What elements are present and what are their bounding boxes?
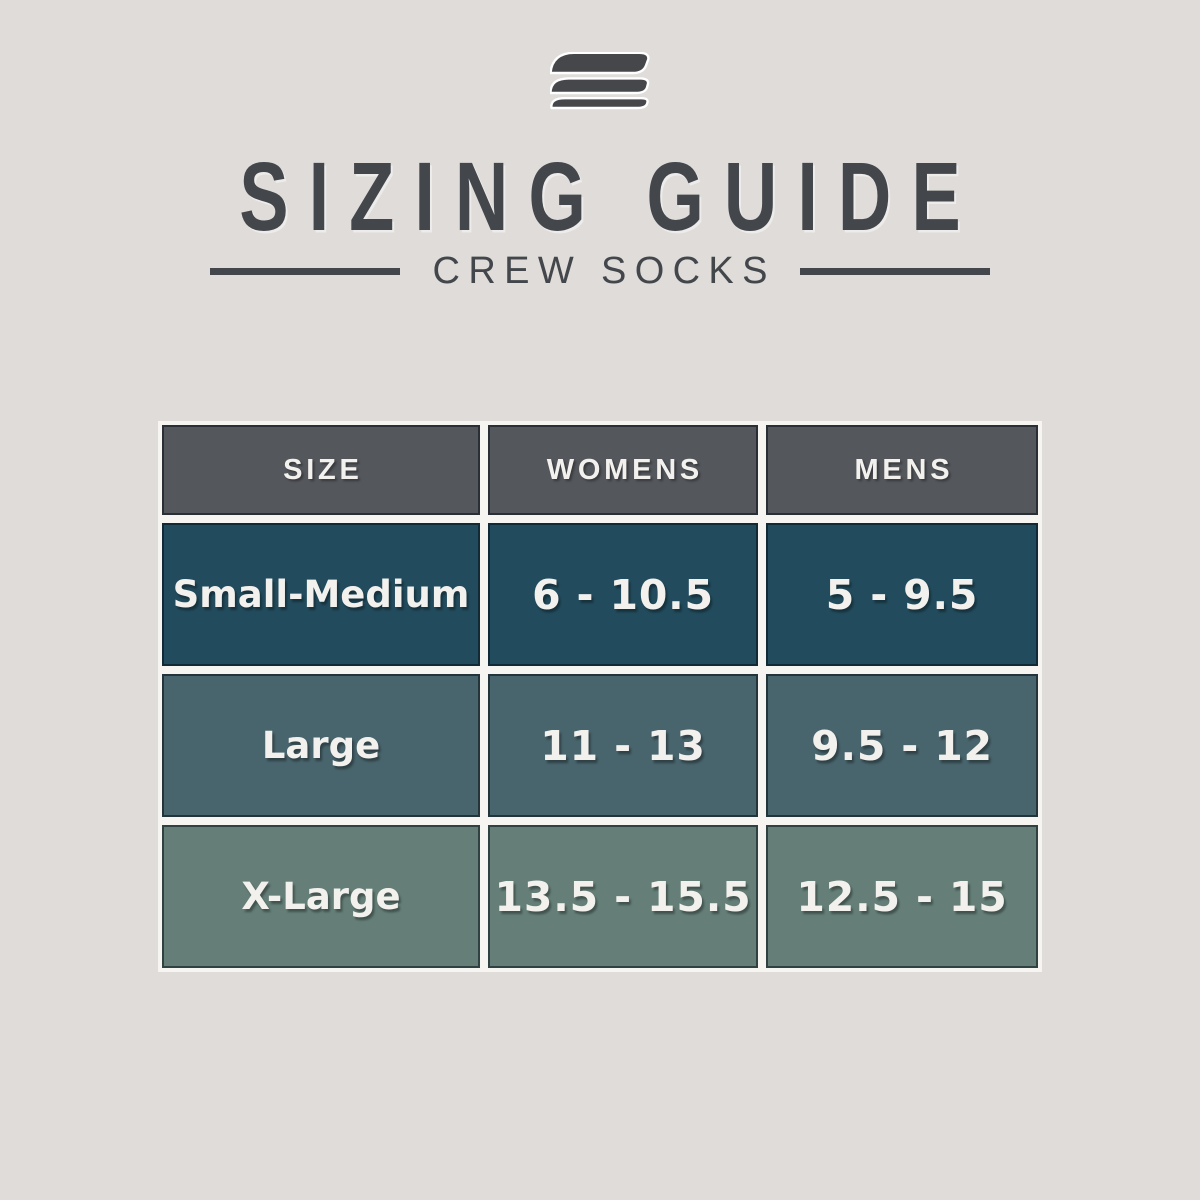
- page-subtitle: CREW SOCKS: [432, 250, 776, 292]
- column-header-womens: WOMENS: [488, 425, 758, 515]
- table-cell-size-small-medium: Small-Medium: [162, 523, 480, 666]
- sizing-table: SIZE WOMENS MENS Small-Medium 6 - 10.5 5…: [158, 421, 1042, 972]
- table-cell-mens-small-medium: 5 - 9.5: [766, 523, 1038, 666]
- table-cell-womens-large: 11 - 13: [488, 674, 758, 817]
- column-header-size: SIZE: [162, 425, 480, 515]
- table-cell-mens-large: 9.5 - 12: [766, 674, 1038, 817]
- table-cell-womens-small-medium: 6 - 10.5: [488, 523, 758, 666]
- logo-bar-middle: [550, 77, 650, 95]
- subtitle-rule-left: [210, 268, 401, 275]
- table-cell-mens-x-large: 12.5 - 15: [766, 825, 1038, 968]
- column-header-mens: MENS: [766, 425, 1038, 515]
- table-cell-size-x-large: X-Large: [162, 825, 480, 968]
- logo-bar-bottom: [550, 97, 649, 110]
- layered-bars-logo-icon: [550, 52, 650, 110]
- table-cell-size-large: Large: [162, 674, 480, 817]
- logo-bar-top: [550, 52, 650, 75]
- subtitle-rule-right: [799, 268, 990, 275]
- page-title: SIZING GUIDE: [239, 141, 981, 252]
- table-cell-womens-x-large: 13.5 - 15.5: [488, 825, 758, 968]
- subtitle-row: CREW SOCKS: [210, 250, 990, 293]
